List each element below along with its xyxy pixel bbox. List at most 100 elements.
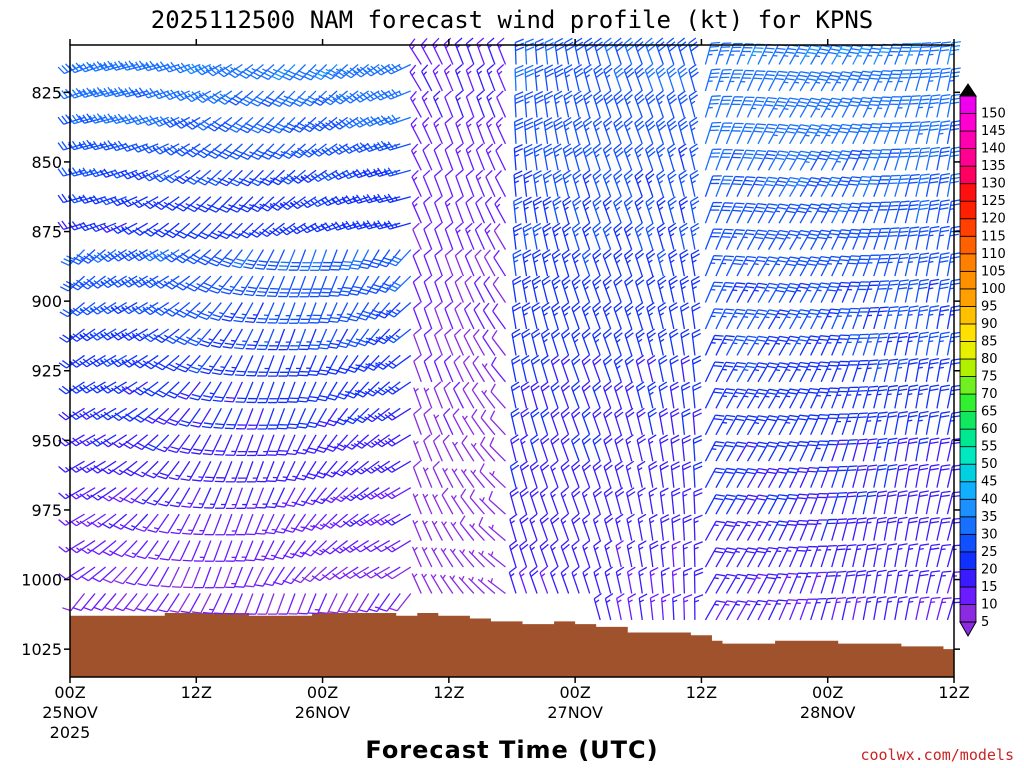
- wind-barb: [799, 598, 817, 621]
- wind-barb: [820, 440, 839, 462]
- wind-barb: [602, 169, 613, 197]
- wind-barb: [213, 408, 233, 429]
- wind-barb: [841, 412, 859, 435]
- wind-barb: [636, 407, 646, 435]
- wind-barb: [79, 513, 106, 527]
- wind-barb: [593, 90, 604, 118]
- colorbar-label: 105: [981, 264, 1006, 279]
- wind-barb: [339, 275, 359, 297]
- wind-barb: [183, 566, 201, 589]
- wind-barb: [613, 143, 624, 171]
- wind-barb: [615, 540, 624, 568]
- wind-barb: [421, 117, 433, 145]
- wind-barb: [736, 69, 755, 92]
- wind-barb: [531, 275, 542, 303]
- wind-barb: [474, 222, 486, 250]
- wind-barb: [550, 434, 560, 462]
- wind-barb: [736, 388, 757, 409]
- wind-barb: [655, 90, 665, 118]
- wind-barb: [102, 566, 128, 584]
- wind-barb: [768, 282, 789, 303]
- wind-barb: [810, 519, 828, 541]
- wind-barb: [329, 275, 349, 297]
- wind-barb: [265, 513, 286, 535]
- wind-barb: [231, 249, 254, 269]
- wind-barb: [677, 63, 688, 92]
- wind-barb: [149, 566, 170, 587]
- wind-barb: [509, 460, 520, 488]
- wind-barb: [904, 68, 922, 92]
- wind-barb: [670, 461, 681, 488]
- wind-barb: [799, 519, 818, 541]
- wind-barb: [132, 381, 159, 396]
- wind-barb: [330, 249, 349, 271]
- wind-barb: [768, 309, 789, 330]
- wind-barb: [704, 201, 723, 224]
- wind-barb: [873, 411, 888, 435]
- wind-barb: [768, 256, 789, 277]
- colorbar: 5101520253035404550556065707580859095100…: [959, 83, 1006, 638]
- wind-barb: [222, 328, 243, 349]
- wind-barb: [925, 94, 941, 118]
- wind-barb: [778, 256, 800, 277]
- wind-barb: [175, 302, 201, 318]
- wind-barb: [235, 381, 254, 403]
- wind-barb: [883, 253, 900, 277]
- wind-barb: [529, 460, 540, 488]
- wind-barb: [873, 280, 890, 303]
- wind-barb: [320, 249, 338, 271]
- wind-barb: [810, 150, 831, 171]
- wind-barb: [936, 305, 950, 330]
- wind-barb: [862, 411, 878, 435]
- wind-barb: [234, 328, 254, 350]
- wind-barb: [256, 487, 275, 509]
- wind-barb: [661, 593, 671, 620]
- wind-barb: [778, 309, 799, 330]
- wind-barb: [328, 302, 349, 323]
- wind-barb: [789, 256, 810, 277]
- wind-barb: [317, 355, 338, 376]
- wind-barb: [655, 116, 667, 145]
- wind-barb: [202, 434, 222, 456]
- wind-barb: [862, 385, 879, 409]
- wind-barb: [841, 491, 858, 515]
- wind-barb: [746, 415, 768, 436]
- wind-barb: [852, 333, 869, 356]
- wind-barb: [810, 203, 831, 224]
- wind-barb: [581, 407, 591, 436]
- wind-barb: [624, 301, 634, 330]
- wind-barb: [549, 540, 559, 568]
- wind-barb: [207, 196, 233, 213]
- wind-barb: [655, 37, 666, 65]
- wind-barb: [778, 414, 799, 436]
- wind-barb: [614, 407, 624, 435]
- wind-barb: [489, 437, 506, 462]
- wind-barb: [432, 434, 443, 462]
- wind-barb: [883, 411, 898, 435]
- wind-barb: [453, 381, 464, 409]
- wind-barb: [178, 407, 201, 427]
- wind-barb: [534, 38, 545, 65]
- wind-barb: [365, 328, 391, 346]
- wind-barb: [915, 173, 930, 197]
- wind-barb: [473, 302, 486, 330]
- wind-barb: [551, 222, 562, 250]
- wind-barb: [852, 281, 870, 303]
- wind-barb: [412, 222, 422, 250]
- wind-barb: [681, 434, 692, 462]
- wind-barb: [216, 90, 243, 105]
- wind-barb: [487, 551, 506, 568]
- wind-barb: [125, 593, 149, 612]
- wind-barb: [883, 490, 898, 515]
- wind-barb: [289, 222, 317, 235]
- wind-barb: [434, 222, 443, 250]
- wind-barb: [936, 331, 950, 356]
- colorbar-label: 100: [981, 282, 1006, 297]
- wind-barb: [671, 567, 682, 594]
- wind-barb: [249, 196, 275, 213]
- wind-barb: [715, 95, 733, 118]
- wind-barb: [691, 355, 702, 382]
- wind-barb: [581, 249, 592, 277]
- wind-barb: [571, 513, 581, 541]
- wind-barb: [852, 570, 867, 594]
